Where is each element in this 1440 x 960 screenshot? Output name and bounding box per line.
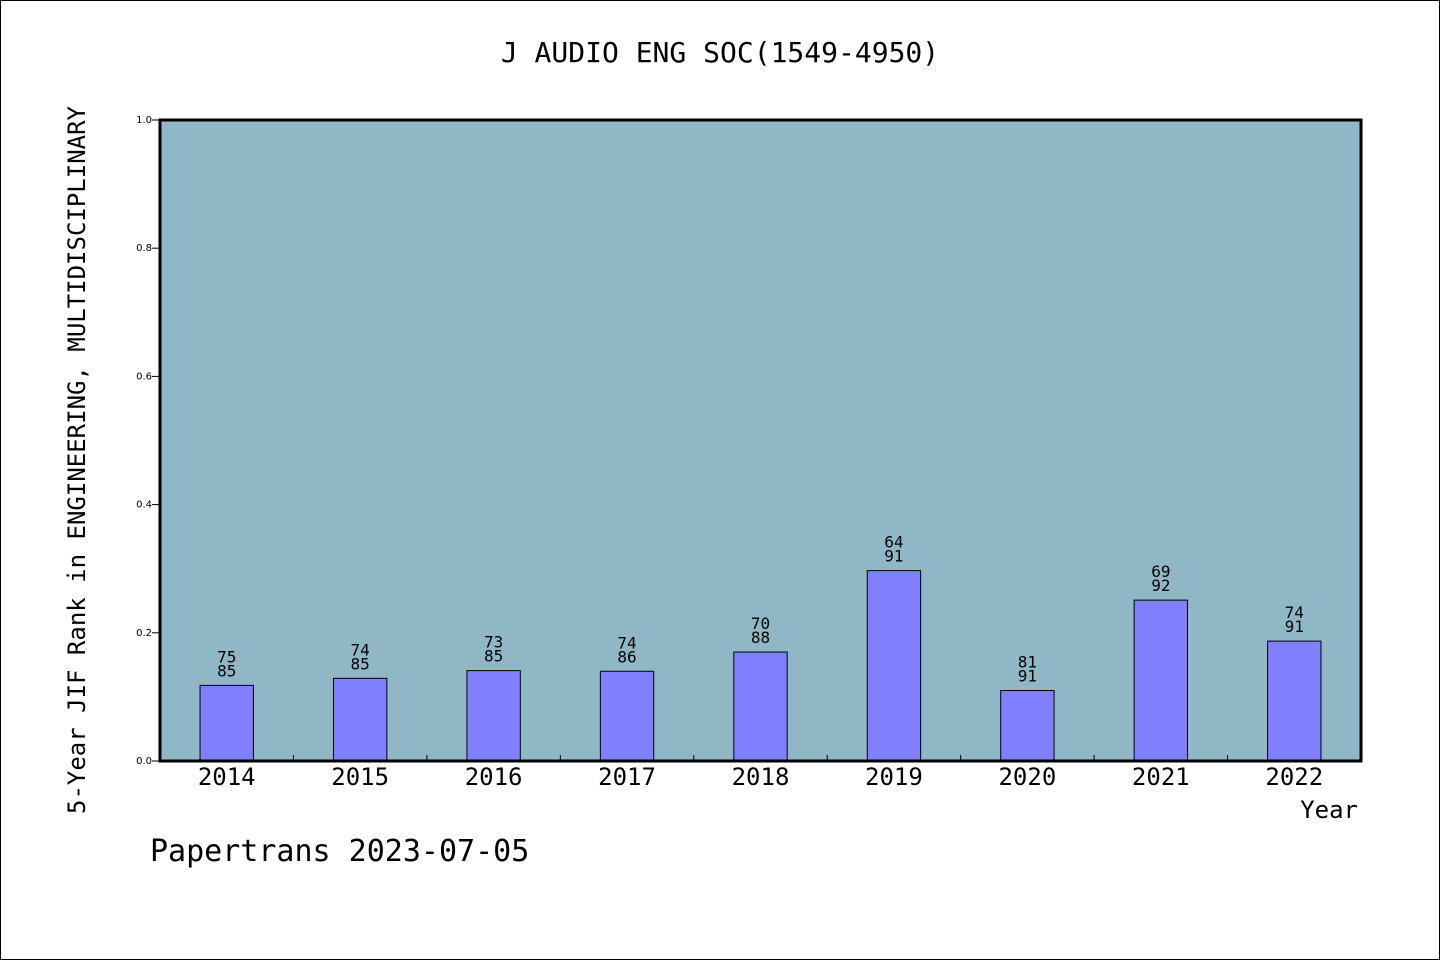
data-label-bottom: 85 <box>351 654 370 673</box>
data-label-top: 81 <box>1018 652 1037 671</box>
plot-border <box>158 118 1363 763</box>
data-label-top: 69 <box>1151 562 1170 581</box>
data-label-top: 75 <box>217 647 236 666</box>
x-tick-label: 2020 <box>998 763 1056 791</box>
y-tick-label: 0.4 <box>136 500 152 511</box>
data-label-bottom: 88 <box>751 628 770 647</box>
bar <box>866 570 922 762</box>
bar <box>199 684 254 762</box>
x-tick-label: 2016 <box>465 763 523 791</box>
bar <box>466 670 521 762</box>
data-label-bottom: 91 <box>1018 666 1037 685</box>
credit-text: Papertrans 2023-07-05 <box>150 834 530 869</box>
y-tick-label: 1.0 <box>136 115 152 126</box>
x-tick-label: 2018 <box>732 763 790 791</box>
data-label-bottom: 92 <box>1151 576 1170 595</box>
x-tick-label: 2015 <box>331 763 389 791</box>
x-tick-label: 2019 <box>865 763 923 791</box>
x-axis-label: Year <box>1300 796 1358 824</box>
data-label-bottom: 85 <box>217 661 236 680</box>
y-tick-label: 0.2 <box>136 628 152 639</box>
y-tick-label: 0.8 <box>136 243 152 254</box>
data-label-top: 74 <box>1285 603 1304 622</box>
y-tick-label: 0.0 <box>136 756 152 767</box>
data-label-bottom: 91 <box>1285 617 1304 636</box>
y-tick-label: 0.6 <box>136 371 152 382</box>
x-tick-label: 2014 <box>198 763 256 791</box>
data-label-bottom: 91 <box>884 547 903 566</box>
data-label-top: 74 <box>617 633 636 652</box>
bar <box>1000 689 1055 762</box>
bar <box>332 677 388 762</box>
data-label-top: 73 <box>484 633 503 652</box>
bar <box>733 651 788 762</box>
bar <box>1267 640 1322 762</box>
data-label-top: 64 <box>884 533 903 552</box>
data-label-top: 70 <box>751 614 770 633</box>
data-label-bottom: 85 <box>484 647 503 666</box>
data-label-bottom: 86 <box>617 647 636 666</box>
data-label-top: 74 <box>351 640 370 659</box>
x-tick-label: 2017 <box>598 763 656 791</box>
x-tick-label: 2021 <box>1132 763 1190 791</box>
chart-title: J AUDIO ENG SOC(1549-4950) <box>500 36 940 69</box>
bar <box>1133 599 1189 762</box>
bar <box>599 670 655 762</box>
x-tick-label: 2022 <box>1265 763 1323 791</box>
